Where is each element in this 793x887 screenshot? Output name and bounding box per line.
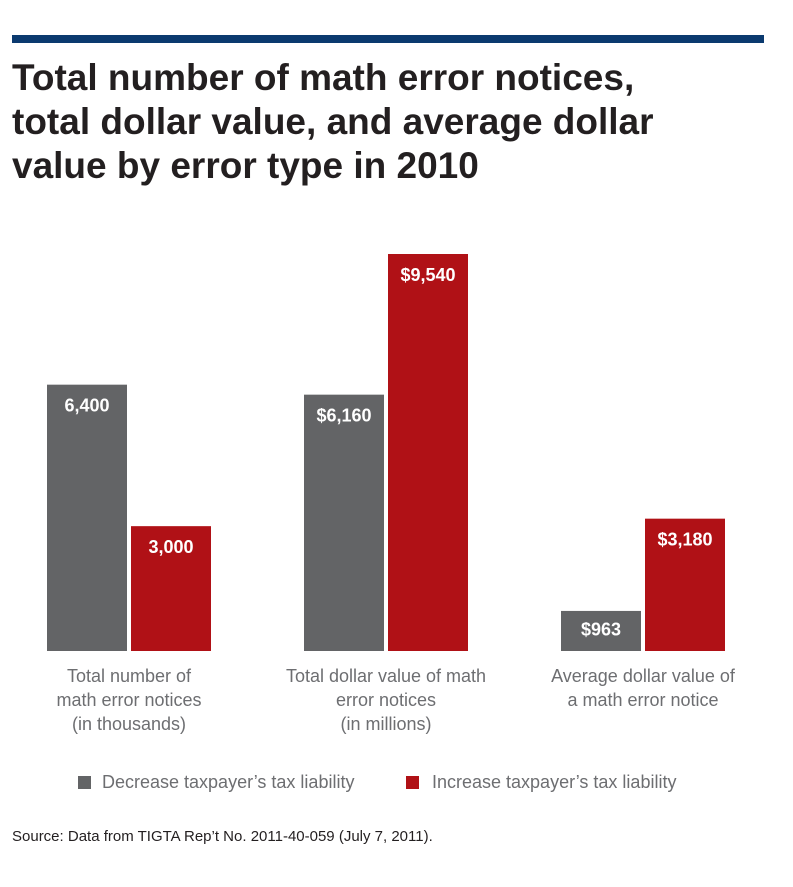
x-tick-label: Total dollar value of math error notices… (285, 666, 487, 734)
bar (304, 394, 384, 651)
bar (131, 526, 211, 651)
legend-swatch (406, 776, 419, 789)
source: Source: Data from TIGTA Rep’t No. 2011-4… (12, 828, 433, 845)
value-label: $6,160 (316, 405, 371, 425)
value-label: 6,400 (64, 395, 109, 415)
legend-label: Increase taxpayer’s tax liability (432, 772, 677, 792)
chart-title: Total number of math error notices, tota… (12, 57, 654, 186)
value-label: $3,180 (657, 529, 712, 549)
value-label: $9,540 (400, 265, 455, 285)
legend-label: Decrease taxpayer’s tax liability (102, 772, 355, 792)
value-label: 3,000 (148, 537, 193, 557)
legend-swatch (78, 776, 91, 789)
bar (388, 254, 468, 651)
bar (645, 518, 725, 651)
top-rule (12, 35, 764, 43)
x-tick-label: Total number of math error notices (in t… (56, 666, 202, 734)
bar (47, 384, 127, 651)
value-label: $963 (581, 620, 621, 640)
bar (561, 610, 641, 651)
x-tick-label: Average dollar value of a math error not… (551, 666, 735, 710)
